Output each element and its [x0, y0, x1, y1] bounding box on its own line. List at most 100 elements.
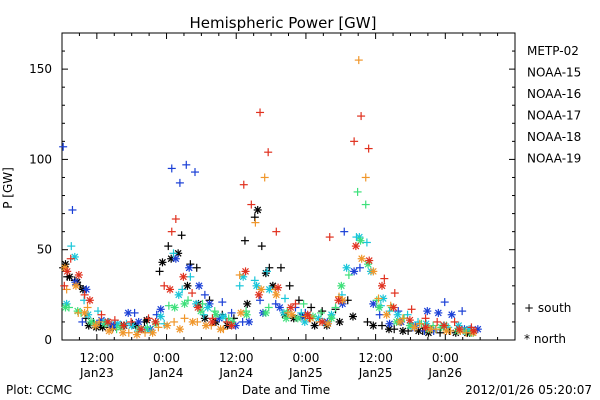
- north-point: [70, 252, 79, 261]
- star-d2: [470, 327, 478, 335]
- star-d2: [379, 295, 387, 302]
- north-point: [334, 296, 343, 305]
- south-point: [467, 323, 476, 332]
- south-point: [95, 317, 104, 326]
- north-point: [82, 285, 91, 294]
- chart-title: Hemispheric Power [GW]: [190, 14, 377, 32]
- north-point: [356, 236, 365, 245]
- north-point: [375, 303, 384, 312]
- north-point: [136, 325, 145, 334]
- south-point: [180, 314, 189, 323]
- star-d2: [86, 296, 94, 304]
- north-point: [151, 317, 160, 326]
- north-point: [118, 328, 127, 337]
- south-point: [281, 294, 290, 303]
- star-d2: [189, 318, 197, 326]
- star-d2: [159, 258, 166, 266]
- south-point: [167, 227, 176, 236]
- north-point: [200, 314, 209, 323]
- legend-item: NOAA-17: [527, 109, 581, 123]
- south-point: [257, 242, 266, 251]
- south-point: [219, 325, 228, 334]
- star-d2: [265, 286, 273, 293]
- star-d2: [440, 322, 448, 329]
- x-tick-time: 12:00: [219, 351, 254, 365]
- north-point: [156, 305, 165, 314]
- star-d2: [254, 206, 262, 214]
- south-point: [350, 137, 359, 146]
- south-point: [271, 299, 280, 308]
- south-point: [433, 317, 442, 326]
- legend-item: NOAA-16: [527, 87, 581, 101]
- star-d2: [455, 325, 463, 333]
- south-point: [64, 303, 73, 312]
- south-point: [124, 328, 133, 337]
- y-tick-label: 100: [29, 152, 52, 166]
- star-d2: [426, 325, 434, 333]
- north-point: [327, 314, 336, 323]
- star-d2: [163, 322, 171, 329]
- x-tick-date: Jan24: [218, 366, 253, 380]
- north-point: [193, 303, 202, 312]
- south-point: [178, 285, 187, 294]
- x-tick-time: 12:00: [358, 351, 393, 365]
- south-point: [144, 314, 153, 323]
- star-d2: [423, 307, 431, 315]
- star-d2: [301, 318, 309, 326]
- x-axis: 12:00Jan230:00Jan2412:00Jan240:00Jan2512…: [61, 33, 516, 380]
- star-d2: [369, 300, 377, 308]
- south-point: [415, 319, 424, 328]
- star-d2: [166, 286, 174, 293]
- south-point: [175, 178, 184, 187]
- south-point: [331, 303, 340, 312]
- north-point: [265, 285, 274, 294]
- plot-timestamp: 2012/01/26 05:20:07: [465, 383, 592, 397]
- north-point: [318, 317, 327, 326]
- star-d2: [262, 309, 270, 317]
- star-d2: [287, 304, 295, 311]
- star-d2: [349, 313, 357, 320]
- south-point: [440, 298, 449, 307]
- star-d2: [311, 322, 319, 329]
- south-point: [462, 328, 471, 337]
- north-point: [158, 258, 167, 267]
- star-d2: [114, 320, 122, 328]
- south-point: [450, 317, 459, 326]
- south-point: [68, 205, 77, 214]
- star-d2: [197, 307, 205, 315]
- star-d2: [202, 322, 210, 329]
- plot-credit: Plot: CCMC: [6, 383, 72, 397]
- south-point: [188, 289, 197, 298]
- north-point: [245, 317, 254, 326]
- star-d2: [181, 300, 188, 308]
- star-d2: [72, 282, 80, 290]
- north-point: [455, 325, 464, 334]
- legend-item: NOAA-18: [527, 130, 581, 144]
- north-point: [170, 303, 179, 312]
- legend-item: NOAA-19: [527, 152, 581, 166]
- x-tick-date: Jan23: [79, 366, 114, 380]
- south-point: [352, 233, 361, 242]
- north-point: [63, 267, 72, 276]
- south-point: [127, 317, 136, 326]
- star-d2: [272, 291, 280, 299]
- star-d2: [84, 311, 92, 319]
- south-point: [305, 314, 314, 323]
- star-d2: [172, 255, 180, 263]
- south-point: [110, 316, 119, 325]
- star-d2: [87, 318, 95, 326]
- north-point: [103, 317, 112, 326]
- south-point: [170, 317, 179, 326]
- star-d2: [63, 267, 71, 275]
- star-d2: [201, 314, 209, 322]
- star-d2: [124, 309, 132, 317]
- marker-legend-item: * north: [524, 332, 566, 346]
- north-point: [272, 290, 281, 299]
- south-point: [218, 298, 227, 307]
- south-point: [353, 187, 362, 196]
- north-point: [166, 285, 175, 294]
- south-point: [143, 323, 152, 332]
- south-point: [390, 325, 399, 334]
- star-d2: [443, 327, 450, 335]
- star-d2: [399, 327, 407, 335]
